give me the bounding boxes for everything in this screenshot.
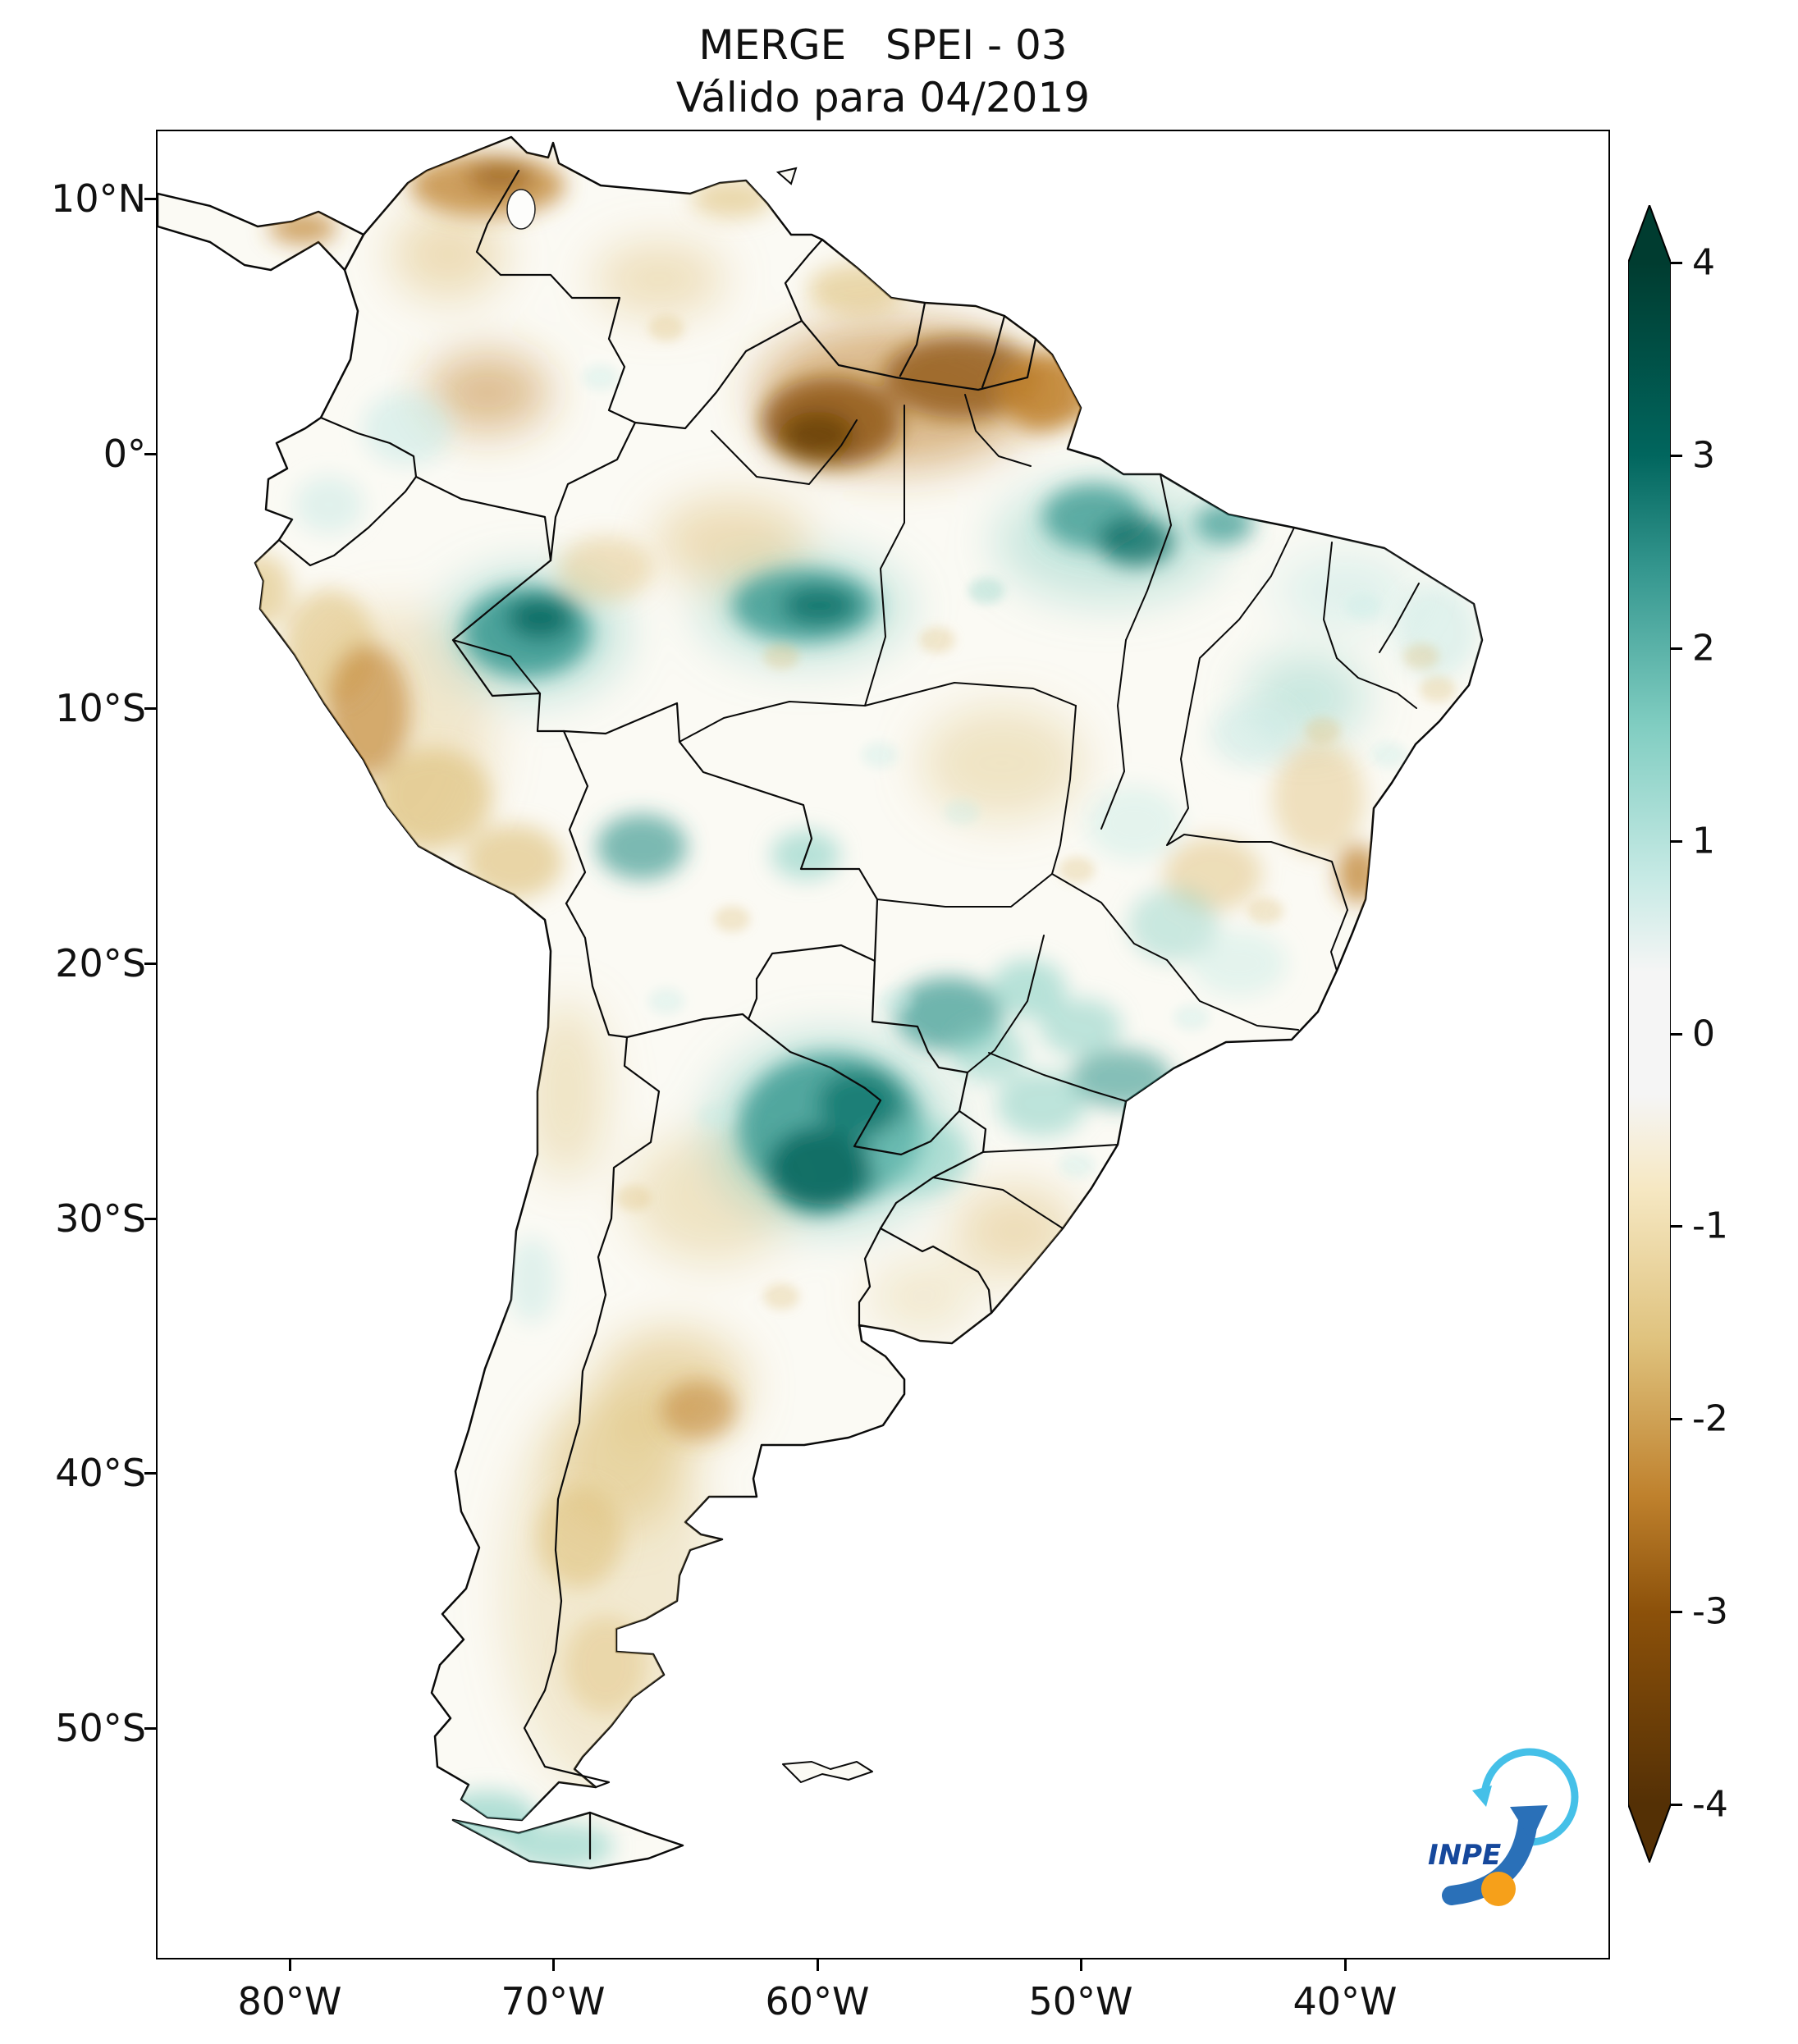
colorbar-label-3: 3 (1692, 434, 1715, 477)
logo-orange-ball-icon (1481, 1872, 1516, 1906)
inpe-logo: INPE (1428, 1748, 1579, 1906)
y-tick-label-10n: 10°N (51, 176, 146, 221)
x-tick-mark (817, 1959, 819, 1971)
trinidad-island (775, 167, 798, 185)
falkland-islands (782, 1761, 873, 1783)
colorbar-tick-mark (1671, 647, 1682, 650)
x-tick-mark (1344, 1959, 1347, 1971)
logo-arrowhead-icon (1510, 1805, 1548, 1841)
colorbar-label-2: 2 (1692, 627, 1715, 670)
y-tick-label-30s: 30°S (55, 1196, 146, 1241)
colorbar (1628, 205, 1671, 1863)
colorbar-tick-mark (1671, 1804, 1682, 1806)
x-tick-label-60w: 60°W (765, 1979, 870, 2023)
colorbar-tick-mark (1671, 1033, 1682, 1036)
logo-swirl-icon (1480, 1748, 1579, 1846)
colorbar-tick-mark (1671, 840, 1682, 843)
logo-arrow-icon (1442, 1810, 1538, 1905)
x-tick-mark (552, 1959, 555, 1971)
logo-text: INPE (1428, 1839, 1501, 1872)
colorbar-label-m1: -1 (1692, 1205, 1728, 1247)
colorbar-label-0: 0 (1692, 1013, 1715, 1055)
figure-title: MERGE SPEI - 03 (698, 21, 1068, 69)
y-tick-mark (144, 963, 156, 965)
country-borders (277, 169, 1037, 1860)
y-tick-mark (144, 707, 156, 710)
y-tick-mark (144, 453, 156, 455)
y-tick-mark (144, 198, 156, 200)
y-tick-label-50s: 50°S (55, 1706, 146, 1750)
south-america-spei-map: INPE (158, 135, 1579, 1906)
y-tick-label-20s: 20°S (55, 941, 146, 985)
y-tick-mark (144, 1727, 156, 1730)
colorbar-gradient (1628, 263, 1671, 1804)
figure-subtitle: Válido para 04/2019 (675, 74, 1091, 121)
logo-swirl-arrowhead-icon (1472, 1786, 1492, 1807)
state-borders (452, 394, 1420, 1229)
panama-strip (158, 192, 365, 272)
colorbar-outline (1628, 205, 1671, 1863)
y-tick-mark (144, 1472, 156, 1475)
colorbar-label-m3: -3 (1692, 1590, 1728, 1633)
colorbar-extend-top (1628, 205, 1671, 263)
x-tick-mark (289, 1959, 291, 1971)
colorbar-tick-mark (1671, 1418, 1682, 1420)
colorbar-extend-bottom (1628, 1804, 1671, 1862)
x-tick-mark (1080, 1959, 1082, 1971)
x-tick-label-50w: 50°W (1028, 1979, 1133, 2023)
colorbar-tick-mark (1671, 1611, 1682, 1613)
y-tick-mark (144, 1218, 156, 1220)
x-tick-label-70w: 70°W (501, 1979, 606, 2023)
y-tick-label-10s: 10°S (55, 686, 146, 730)
colorbar-label-m2: -2 (1692, 1397, 1728, 1440)
colorbar-tick-mark (1671, 1225, 1682, 1228)
colorbar-label-1: 1 (1692, 820, 1715, 862)
y-tick-label-0: 0° (103, 432, 146, 476)
x-tick-label-80w: 80°W (237, 1979, 342, 2023)
colorbar-tick-mark (1671, 262, 1682, 264)
y-tick-label-40s: 40°S (55, 1451, 146, 1495)
x-tick-label-40w: 40°W (1292, 1979, 1398, 2023)
map-plot-area: INPE (156, 130, 1610, 1959)
lake-maracaibo (506, 189, 536, 230)
colorbar-label-4: 4 (1692, 241, 1715, 284)
colorbar-tick-mark (1671, 455, 1682, 457)
colorbar-label-m4: -4 (1692, 1783, 1728, 1826)
